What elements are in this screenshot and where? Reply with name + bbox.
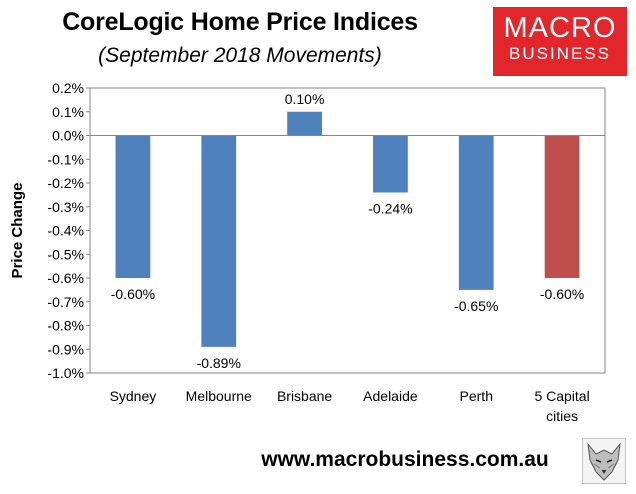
y-tick-label: -0.2% — [47, 175, 84, 191]
category-label: Adelaide — [363, 388, 418, 404]
y-tick-label: -0.3% — [47, 199, 84, 215]
data-label: -0.60% — [111, 286, 155, 302]
website-url: www.macrobusiness.com.au — [261, 448, 549, 471]
category-label: Perth — [460, 388, 493, 404]
y-tick-label: -0.4% — [47, 223, 84, 239]
data-label: -0.24% — [368, 201, 412, 217]
category-label: Sydney — [110, 388, 157, 404]
y-tick-label: -1.0% — [47, 365, 84, 381]
data-label: -0.65% — [454, 298, 498, 314]
y-tick-label: -0.8% — [47, 318, 84, 334]
data-label: -0.60% — [540, 286, 584, 302]
bar — [287, 111, 322, 136]
bar — [373, 135, 408, 193]
y-tick-label: 0.0% — [52, 128, 84, 144]
macrobusiness-logo: MACRO BUSINESS — [493, 7, 627, 76]
bar — [544, 135, 580, 278]
y-tick-label: 0.2% — [52, 80, 84, 96]
bar — [115, 135, 151, 278]
category-label: Brisbane — [277, 388, 332, 404]
data-label: 0.10% — [285, 91, 325, 107]
wolf-logo-icon — [582, 438, 626, 484]
y-tick-label: -0.7% — [47, 294, 84, 310]
y-tick-label: -0.5% — [47, 246, 84, 262]
bar — [201, 135, 237, 347]
chart-subtitle: (September 2018 Movements) — [98, 44, 382, 67]
logo-line-2: BUSINESS — [509, 44, 611, 63]
y-tick-label: -0.9% — [47, 341, 84, 357]
bar — [458, 135, 494, 290]
y-tick-label: -0.6% — [47, 270, 84, 286]
chart-title: CoreLogic Home Price Indices — [62, 8, 418, 36]
logo-line-1: MACRO — [503, 12, 617, 44]
plot-area — [89, 87, 606, 374]
y-tick-label: -0.1% — [47, 151, 84, 167]
category-label: 5 Capital cities — [534, 388, 589, 424]
data-label: -0.89% — [197, 355, 241, 371]
category-label: Melbourne — [186, 388, 252, 404]
y-axis-title: Price Change — [9, 183, 26, 279]
y-tick-label: 0.1% — [52, 104, 84, 120]
